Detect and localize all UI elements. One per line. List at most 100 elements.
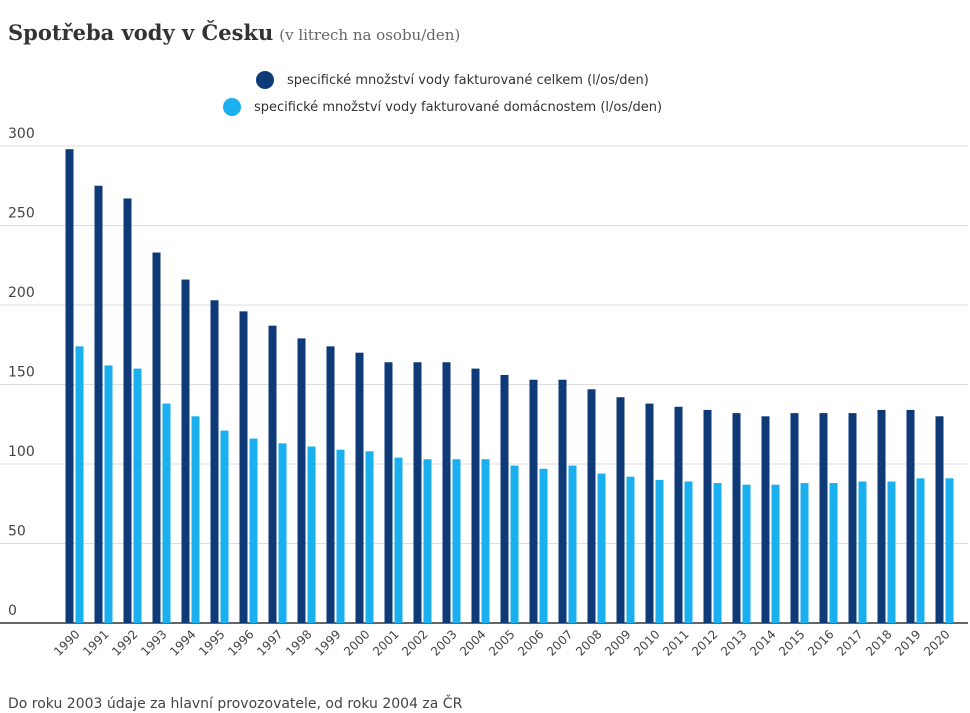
bar	[75, 346, 84, 623]
bar	[94, 185, 103, 623]
x-tick-label: 1995	[196, 627, 227, 658]
bar	[249, 438, 258, 623]
bar	[162, 403, 171, 623]
bar	[761, 416, 770, 623]
bar	[336, 449, 345, 623]
bar	[829, 483, 838, 623]
bar	[65, 149, 74, 623]
bar	[104, 365, 113, 623]
x-tick-label: 2002	[399, 627, 430, 658]
x-tick-label: 2005	[486, 627, 517, 658]
y-tick-label: 200	[8, 285, 35, 301]
bar	[442, 362, 451, 623]
bar	[916, 478, 925, 623]
bar	[220, 430, 229, 623]
bar	[906, 409, 915, 623]
bar	[645, 403, 654, 623]
x-tick-label: 1998	[283, 627, 314, 658]
bar	[848, 413, 857, 623]
bar	[481, 459, 490, 623]
x-tick-label: 1991	[80, 627, 111, 658]
y-tick-label: 100	[8, 444, 35, 460]
x-tick-label: 2000	[341, 627, 372, 658]
footnote: Do roku 2003 údaje za hlavní provozovate…	[8, 694, 463, 712]
x-tick-label: 2013	[718, 627, 749, 658]
x-tick-label: 1994	[167, 627, 198, 658]
bar	[239, 311, 248, 623]
x-tick-label: 2001	[370, 627, 401, 658]
bar	[732, 413, 741, 623]
bar	[326, 346, 335, 623]
legend-marker	[256, 71, 274, 89]
x-tick-label: 2019	[892, 627, 923, 658]
x-tick-label: 2008	[573, 627, 604, 658]
bar	[384, 362, 393, 623]
y-tick-label: 150	[8, 365, 35, 381]
bar	[771, 484, 780, 623]
y-tick-label: 0	[8, 603, 17, 619]
bar	[790, 413, 799, 623]
x-tick-label: 1997	[254, 627, 285, 658]
x-tick-label: 2003	[428, 627, 459, 658]
x-tick-label: 2017	[834, 627, 865, 658]
x-tick-label: 1990	[51, 627, 82, 658]
bar	[616, 397, 625, 623]
bar	[181, 279, 190, 623]
bar	[307, 446, 316, 623]
bar	[529, 379, 538, 623]
bar	[500, 374, 509, 623]
x-tick-label: 2015	[776, 627, 807, 658]
bar	[800, 483, 809, 623]
x-tick-label: 2006	[515, 627, 546, 658]
bar	[713, 483, 722, 623]
bar	[597, 473, 606, 623]
x-tick-label: 1999	[312, 627, 343, 658]
x-tick-label: 2011	[660, 627, 691, 658]
bar	[394, 457, 403, 623]
bar	[471, 368, 480, 623]
x-tick-label: 2010	[631, 627, 662, 658]
x-tick-label: 2016	[805, 627, 836, 658]
bar	[742, 484, 751, 623]
bar	[365, 451, 374, 623]
x-tick-label: 2020	[921, 627, 952, 658]
x-tick-label: 2004	[457, 627, 488, 658]
bar	[278, 443, 287, 623]
legend-marker	[223, 98, 241, 116]
bar	[819, 413, 828, 623]
bar	[945, 478, 954, 623]
bar	[423, 459, 432, 623]
bar	[558, 379, 567, 623]
bar	[210, 300, 219, 623]
bar	[587, 389, 596, 623]
bar	[877, 409, 886, 623]
bar	[703, 409, 712, 623]
bar	[355, 352, 364, 623]
legend-label: specifické množství vody fakturované dom…	[254, 100, 662, 115]
bar	[510, 465, 519, 623]
y-tick-label: 250	[8, 206, 35, 222]
bar	[413, 362, 422, 623]
y-tick-label: 50	[8, 524, 26, 540]
bar	[152, 252, 161, 623]
bar	[268, 325, 277, 623]
bar	[539, 468, 548, 623]
bar	[568, 465, 577, 623]
bar	[655, 479, 664, 623]
bar	[452, 459, 461, 623]
bar	[684, 481, 693, 623]
x-tick-label: 2012	[689, 627, 720, 658]
x-tick-label: 1993	[138, 627, 169, 658]
x-tick-label: 2014	[747, 627, 778, 658]
bar	[935, 416, 944, 623]
x-tick-label: 2009	[602, 627, 633, 658]
bar	[191, 416, 200, 623]
bar	[123, 198, 132, 623]
bar	[887, 481, 896, 623]
x-tick-label: 2018	[863, 627, 894, 658]
x-tick-label: 1992	[109, 627, 140, 658]
chart-subtitle: (v litrech na osobu/den)	[279, 26, 460, 44]
bar	[297, 338, 306, 623]
bar	[133, 368, 142, 623]
